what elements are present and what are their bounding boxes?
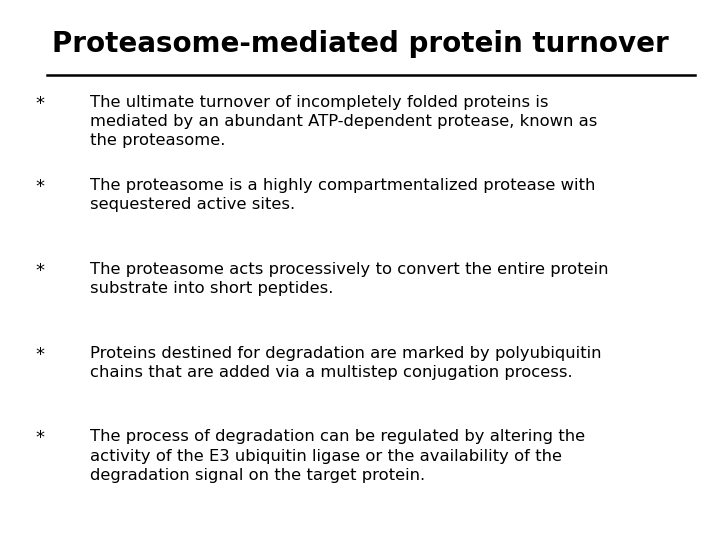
Text: *: *	[35, 178, 44, 196]
Text: *: *	[35, 94, 44, 112]
Text: *: *	[35, 346, 44, 363]
Text: The process of degradation can be regulated by altering the
activity of the E3 u: The process of degradation can be regula…	[90, 429, 585, 483]
Text: The ultimate turnover of incompletely folded proteins is
mediated by an abundant: The ultimate turnover of incompletely fo…	[90, 94, 598, 148]
Text: Proteasome-mediated protein turnover: Proteasome-mediated protein turnover	[52, 30, 668, 58]
Text: *: *	[35, 429, 44, 447]
Text: *: *	[35, 262, 44, 280]
Text: The proteasome is a highly compartmentalized protease with
sequestered active si: The proteasome is a highly compartmental…	[90, 178, 595, 212]
Text: The proteasome acts processively to convert the entire protein
substrate into sh: The proteasome acts processively to conv…	[90, 262, 608, 296]
Text: Proteins destined for degradation are marked by polyubiquitin
chains that are ad: Proteins destined for degradation are ma…	[90, 346, 601, 380]
